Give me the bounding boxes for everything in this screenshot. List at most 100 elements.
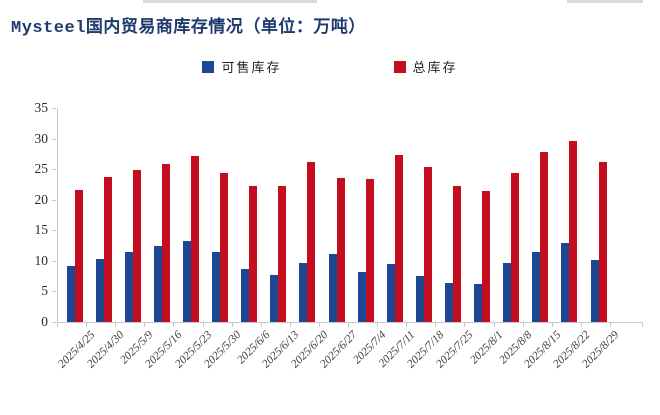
x-tick-mark bbox=[522, 323, 524, 327]
bar-total bbox=[394, 155, 403, 322]
bar-sellable bbox=[124, 251, 133, 322]
bar-total bbox=[365, 178, 374, 322]
bar-group bbox=[174, 108, 203, 322]
bar-group bbox=[407, 108, 436, 322]
x-tick-mark bbox=[551, 323, 553, 327]
bar-group bbox=[378, 108, 407, 322]
chart-legend: 可售库存 总库存 bbox=[0, 57, 660, 76]
x-tick-mark bbox=[202, 323, 204, 327]
x-tick-mark bbox=[231, 323, 233, 327]
y-tick-label: 30 bbox=[34, 130, 49, 146]
y-tick-mark bbox=[52, 260, 56, 262]
bar-total bbox=[307, 161, 316, 322]
x-tick-mark bbox=[318, 323, 320, 327]
bar-total bbox=[336, 177, 345, 322]
y-tick-mark bbox=[52, 138, 56, 140]
bar-total bbox=[190, 155, 199, 322]
x-tick-mark bbox=[115, 323, 117, 327]
y-tick-label: 35 bbox=[34, 100, 49, 115]
y-tick-mark bbox=[52, 169, 56, 171]
x-tick-mark bbox=[173, 323, 175, 327]
bar-total bbox=[103, 177, 112, 322]
bar-group bbox=[320, 108, 349, 322]
bar-group bbox=[233, 108, 262, 322]
bar-sellable bbox=[153, 245, 162, 322]
x-tick-mark bbox=[260, 323, 262, 327]
bar-group bbox=[466, 108, 495, 322]
x-tick-mark bbox=[57, 323, 58, 327]
bar-group bbox=[204, 108, 233, 322]
bar-total bbox=[569, 141, 578, 322]
bar-sellable bbox=[532, 251, 541, 322]
bar-group bbox=[291, 108, 320, 322]
y-tick-mark bbox=[52, 291, 56, 293]
bar-sellable bbox=[357, 272, 366, 322]
x-tick-mark bbox=[580, 323, 582, 327]
y-tick-mark bbox=[52, 230, 56, 232]
bar-sellable bbox=[474, 284, 483, 322]
top-edge-artifact bbox=[143, 0, 317, 3]
bar-total bbox=[540, 152, 549, 322]
top-edge-artifact bbox=[567, 0, 643, 3]
bar-group bbox=[349, 108, 378, 322]
sellable-swatch-icon bbox=[202, 60, 215, 73]
bar-group bbox=[582, 108, 611, 322]
y-tick-label: 0 bbox=[41, 314, 48, 329]
bar-sellable bbox=[95, 259, 104, 322]
legend-label-sellable: 可售库存 bbox=[221, 60, 282, 75]
y-tick-mark bbox=[52, 108, 56, 109]
bar-sellable bbox=[590, 259, 599, 322]
bar-total bbox=[452, 185, 461, 322]
y-tick-label: 20 bbox=[34, 191, 49, 207]
bar-group bbox=[87, 108, 116, 322]
bar-total bbox=[249, 186, 258, 322]
x-tick-mark bbox=[493, 323, 495, 327]
x-tick-mark bbox=[348, 323, 350, 327]
x-tick-mark bbox=[435, 323, 437, 327]
bar-sellable bbox=[270, 274, 279, 322]
bar-sellable bbox=[241, 268, 250, 322]
bar-sellable bbox=[444, 282, 453, 322]
bar-total bbox=[598, 162, 607, 322]
y-tick-mark bbox=[52, 322, 56, 323]
x-tick-mark bbox=[86, 323, 88, 327]
total-swatch-icon bbox=[393, 60, 406, 73]
bar-sellable bbox=[212, 251, 221, 322]
x-tick-mark bbox=[377, 323, 379, 327]
bar-sellable bbox=[299, 263, 308, 322]
bar-group bbox=[116, 108, 145, 322]
y-tick-label: 5 bbox=[41, 283, 48, 299]
y-tick-label: 15 bbox=[34, 222, 49, 238]
bar-group bbox=[524, 108, 553, 322]
x-tick-mark bbox=[642, 323, 643, 327]
legend-item-total: 总库存 bbox=[393, 57, 458, 76]
bar-sellable bbox=[503, 263, 512, 322]
x-tick-mark bbox=[610, 323, 611, 327]
bar-total bbox=[220, 173, 229, 322]
bar-sellable bbox=[66, 265, 75, 322]
x-tick-mark bbox=[144, 323, 146, 327]
x-tick-mark bbox=[464, 323, 466, 327]
bar-group bbox=[262, 108, 291, 322]
bar-total bbox=[74, 189, 83, 322]
bar-total bbox=[423, 167, 432, 322]
y-tick-label: 25 bbox=[34, 161, 49, 177]
x-tick-mark bbox=[406, 323, 408, 327]
legend-item-sellable: 可售库存 bbox=[202, 57, 281, 76]
y-tick-mark bbox=[52, 199, 56, 201]
bar-sellable bbox=[561, 243, 570, 322]
bar-total bbox=[161, 163, 170, 322]
bar-total bbox=[482, 191, 491, 322]
bar-sellable bbox=[328, 254, 337, 322]
bar-group bbox=[436, 108, 465, 322]
bar-sellable bbox=[386, 263, 395, 322]
bar-total bbox=[278, 185, 287, 322]
bar-total bbox=[132, 170, 141, 322]
bar-total bbox=[511, 172, 520, 322]
bar-sellable bbox=[415, 275, 424, 322]
y-tick-label: 10 bbox=[34, 252, 49, 268]
legend-label-total: 总库存 bbox=[412, 60, 458, 75]
bar-group bbox=[145, 108, 174, 322]
bar-group bbox=[495, 108, 524, 322]
